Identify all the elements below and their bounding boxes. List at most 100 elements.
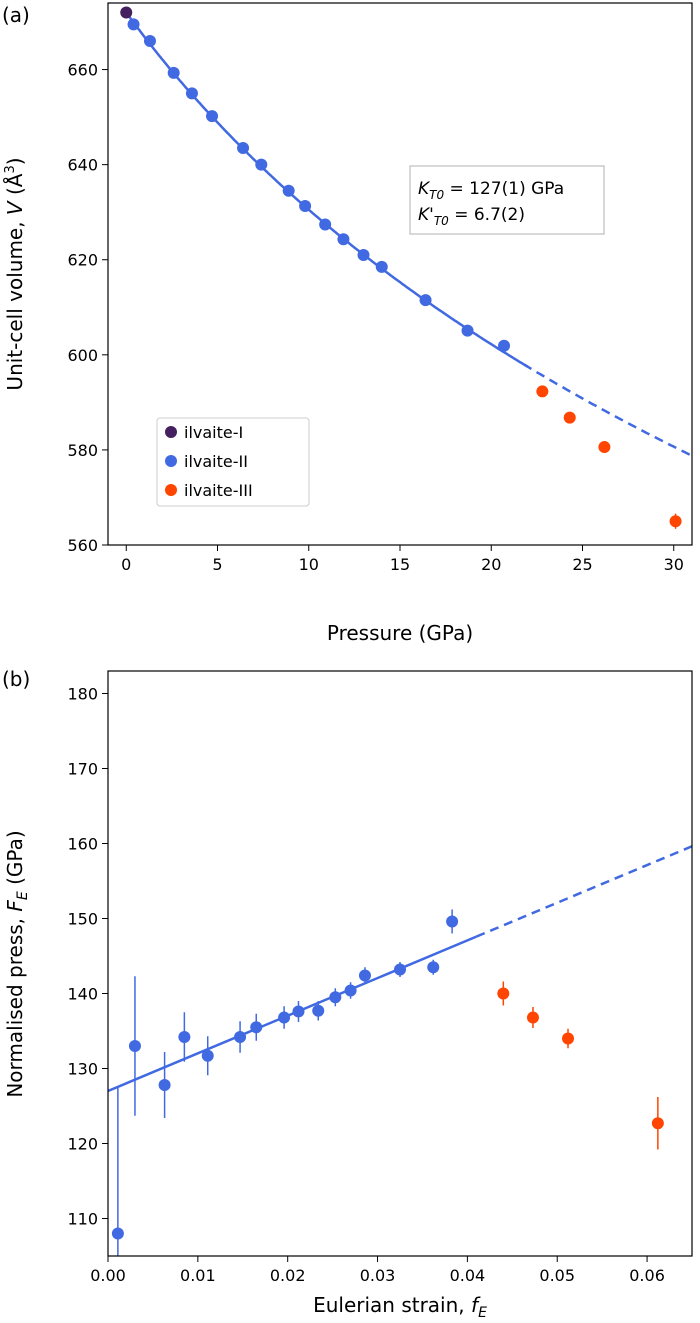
data-points xyxy=(120,6,682,529)
y-tick-label: 160 xyxy=(67,835,98,854)
legend: ilvaite-I ilvaite-II ilvaite-III xyxy=(156,417,310,507)
data-point xyxy=(598,441,611,454)
data-point xyxy=(120,6,133,19)
series-ilvaite-ii xyxy=(111,909,459,1256)
fit-solid-line xyxy=(107,935,477,1093)
y-tick-label: 170 xyxy=(67,760,98,779)
data-point xyxy=(344,984,357,997)
data-point xyxy=(143,35,156,48)
fit-dashed-line xyxy=(523,363,691,456)
x-tick-label: 0.06 xyxy=(629,1266,665,1285)
data-point xyxy=(337,233,350,246)
data-point xyxy=(357,248,370,261)
data-point xyxy=(394,963,406,976)
y-tick-label: 600 xyxy=(67,346,98,365)
y-tick-label: 560 xyxy=(67,536,98,555)
y-tick-label: 580 xyxy=(67,441,98,460)
x-tick-label: 25 xyxy=(572,555,592,574)
y-ticks: 110 120 130 140 150 160 170 180 xyxy=(67,685,108,1229)
y-tick-label: 120 xyxy=(67,1135,98,1154)
data-point xyxy=(299,200,312,213)
data-point xyxy=(446,915,459,928)
series-ilvaite-i xyxy=(120,6,133,19)
panel-a-volume-vs-pressure: (a) 0 5 10 15 20 25 30 560 580 600 620 640 660 Pres… xyxy=(2,2,693,645)
x-tick-label: 5 xyxy=(212,555,222,574)
panel-b-label: (b) xyxy=(2,667,30,691)
data-points xyxy=(111,909,664,1256)
y-tick-label: 660 xyxy=(67,61,98,80)
x-tick-label: 30 xyxy=(664,555,684,574)
legend-item-ilvaite-iii: ilvaite-III xyxy=(165,481,253,500)
legend-item-ilvaite-ii: ilvaite-II xyxy=(165,452,248,471)
kprime-annotation: K'T0 = 6.7(2) xyxy=(418,205,525,228)
x-tick-label: 0 xyxy=(121,555,131,574)
data-point xyxy=(127,18,140,31)
y-tick-label: 150 xyxy=(67,910,98,929)
data-point xyxy=(526,1011,539,1024)
legend-label-ilvaite-ii: ilvaite-II xyxy=(184,452,248,471)
legend-item-ilvaite-i: ilvaite-I xyxy=(165,423,243,442)
y-tick-label: 180 xyxy=(67,685,98,704)
data-point xyxy=(167,66,180,79)
data-point xyxy=(497,987,510,1000)
data-point xyxy=(536,385,549,398)
y-tick-label: 110 xyxy=(67,1210,98,1229)
fit-dashed-line xyxy=(475,845,693,938)
data-point xyxy=(319,218,332,231)
x-tick-label: 10 xyxy=(299,555,319,574)
x-ticks: 0.00 0.01 0.02 0.03 0.04 0.05 0.06 xyxy=(90,1256,665,1285)
data-point xyxy=(563,411,576,424)
data-point xyxy=(562,1032,575,1045)
x-tick-label: 15 xyxy=(390,555,410,574)
y-axis-label: Normalised press, FE (GPa) xyxy=(3,830,31,1097)
x-axis-label: Pressure (GPa) xyxy=(327,621,473,645)
panel-b-fe-vs-strain: (b) 0.00 0.01 0.02 0.03 0.04 0.05 0.06 1101201… xyxy=(2,667,693,1321)
data-point xyxy=(185,87,198,100)
data-point xyxy=(461,324,474,337)
data-point xyxy=(278,1011,291,1024)
y-tick-label: 620 xyxy=(67,251,98,270)
data-point xyxy=(651,1117,664,1130)
x-tick-label: 0.00 xyxy=(90,1266,126,1285)
data-point xyxy=(498,339,511,352)
fit-parameters-box: KT0 = 127(1) GPa K'T0 = 6.7(2) xyxy=(409,165,605,235)
data-point xyxy=(178,1031,191,1043)
legend-label-ilvaite-iii: ilvaite-III xyxy=(184,481,253,500)
x-tick-label: 0.01 xyxy=(180,1266,216,1285)
eos-fit-curve xyxy=(125,11,691,456)
data-point xyxy=(292,1005,305,1018)
plot-frame xyxy=(107,670,693,1257)
x-ticks: 0 5 10 15 20 25 30 xyxy=(121,545,684,574)
x-tick-label: 0.03 xyxy=(360,1266,396,1285)
data-point xyxy=(282,184,295,197)
x-tick-label: 0.05 xyxy=(539,1266,575,1285)
data-point xyxy=(234,1031,247,1043)
x-tick-label: 0.02 xyxy=(270,1266,306,1285)
data-point xyxy=(358,969,371,982)
x-tick-label: 20 xyxy=(481,555,501,574)
y-ticks: 560 580 600 620 640 660 xyxy=(67,61,108,555)
k0-annotation: KT0 = 127(1) GPa xyxy=(418,179,564,202)
data-point xyxy=(201,1049,214,1062)
data-point xyxy=(375,260,388,273)
data-point xyxy=(312,1004,325,1017)
x-tick-label: 0.04 xyxy=(450,1266,486,1285)
y-axis-label: Unit-cell volume, V (Å3) xyxy=(3,157,27,390)
series-ilvaite-iii xyxy=(536,385,682,529)
data-point xyxy=(158,1079,171,1091)
data-point xyxy=(427,961,440,974)
data-point xyxy=(237,142,250,155)
y-tick-label: 140 xyxy=(67,985,98,1004)
x-axis-label: Eulerian strain, fE xyxy=(313,1293,487,1321)
series-ilvaite-ii xyxy=(127,18,511,352)
data-point xyxy=(329,991,342,1004)
linear-fit-line xyxy=(107,845,693,1093)
data-point xyxy=(128,1040,141,1052)
y-tick-label: 130 xyxy=(67,1060,98,1079)
legend-label-ilvaite-i: ilvaite-I xyxy=(184,423,243,442)
data-point xyxy=(669,515,682,528)
data-point xyxy=(250,1021,263,1034)
data-point xyxy=(206,110,219,123)
series-ilvaite-iii xyxy=(497,981,664,1150)
panel-a-label: (a) xyxy=(2,3,30,27)
